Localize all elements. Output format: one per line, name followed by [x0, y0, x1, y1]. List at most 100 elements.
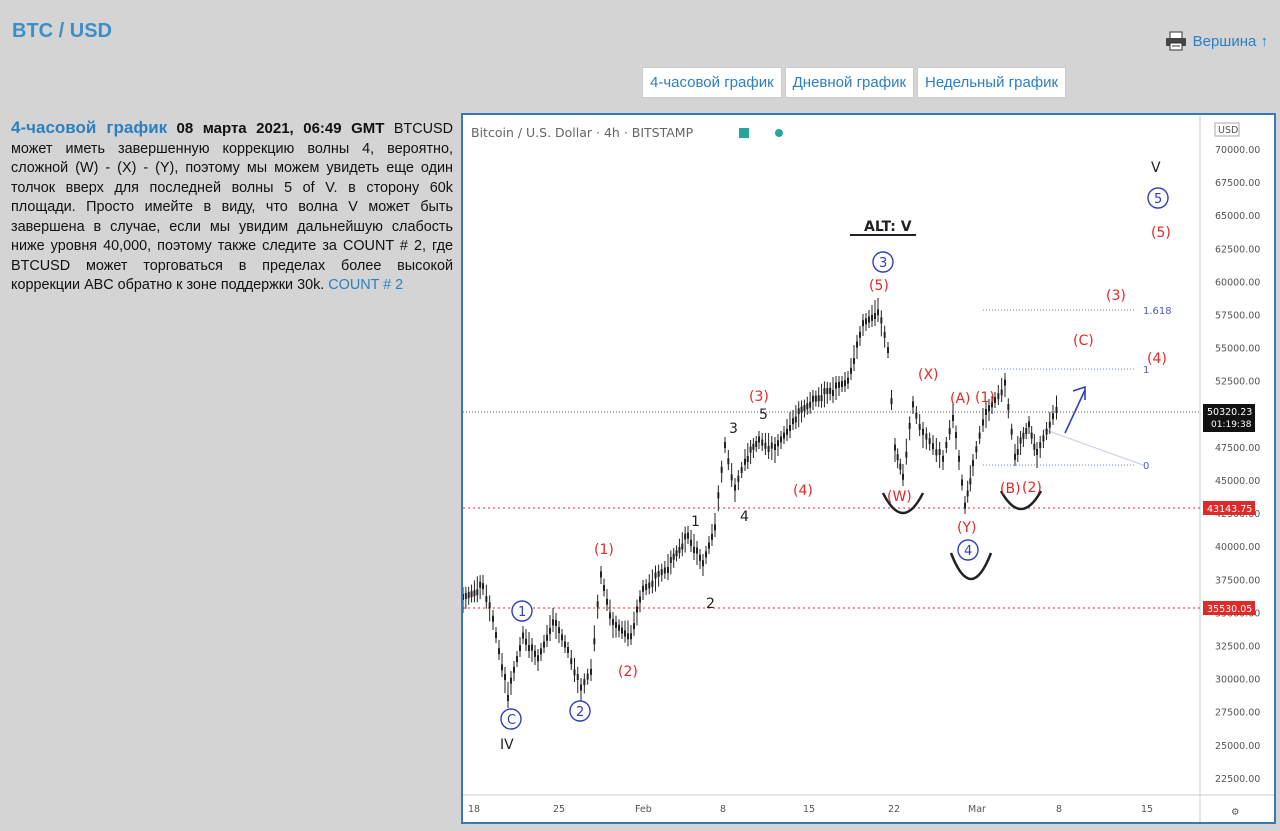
- candle-body: [693, 547, 695, 553]
- wave-4-circle: [957, 539, 979, 561]
- bowl-w: [881, 492, 925, 515]
- candle-body: [915, 412, 918, 419]
- candle-body: [720, 466, 723, 473]
- level-box-2: [1203, 601, 1255, 615]
- wave-A-red: (A): [950, 391, 971, 407]
- price-tick-label: 60000.00: [1215, 277, 1260, 288]
- candle-body: [978, 432, 981, 439]
- candle-body: [495, 632, 497, 638]
- candle-body: [699, 554, 701, 561]
- candle-body: [1019, 437, 1022, 444]
- candle-body: [767, 446, 770, 452]
- candle-body: [770, 442, 773, 449]
- candle-body: [982, 419, 984, 426]
- candle-body: [463, 594, 464, 600]
- price-chart[interactable]: 70000.00 67500.00 65000.00 62500.00 60000.00…: [461, 113, 1276, 824]
- candle-body: [1010, 428, 1013, 435]
- wave-2-red-right: (2): [1022, 480, 1042, 496]
- candle-body: [705, 551, 707, 558]
- candle-body: [1055, 406, 1058, 413]
- candle-body: [734, 484, 736, 491]
- candle-body: [467, 592, 470, 599]
- candle-body: [918, 423, 921, 430]
- candle-body: [540, 648, 542, 655]
- tab-daily[interactable]: Дневной график: [784, 67, 915, 98]
- tab-4h[interactable]: 4-часовой график: [642, 67, 782, 98]
- candle-body: [651, 580, 654, 587]
- candle-body: [485, 596, 488, 603]
- candle-body: [615, 621, 617, 628]
- candle-body: [952, 415, 954, 421]
- candle-body: [774, 444, 776, 450]
- candle-body: [966, 490, 969, 497]
- candle-body: [546, 634, 548, 641]
- candle-body: [498, 648, 500, 655]
- candle-body: [596, 601, 599, 608]
- candle-body: [507, 695, 509, 701]
- candle-body: [501, 664, 503, 671]
- candle-body: [1025, 428, 1028, 434]
- candle-body: [708, 542, 710, 549]
- candle-body: [809, 401, 812, 408]
- candle-body: [812, 395, 814, 402]
- wave-2-blk: 2: [706, 596, 715, 612]
- candle-body: [730, 474, 733, 481]
- candle-body: [580, 684, 582, 691]
- wave-C-circle-label: C: [507, 713, 516, 728]
- candle-body: [925, 433, 928, 440]
- chart-canvas: 70000.00 67500.00 65000.00 62500.00 60000.00…: [463, 115, 1274, 822]
- candle-body: [908, 422, 911, 429]
- candle-body: [492, 615, 494, 622]
- candle-body: [874, 313, 876, 319]
- candle-body: [883, 331, 886, 338]
- candle-body: [896, 454, 899, 461]
- candle-body: [675, 550, 678, 557]
- candle-body: [561, 634, 563, 641]
- candle-body: [859, 331, 861, 338]
- candle-body: [690, 539, 692, 546]
- wave-C-red: (C): [1073, 333, 1094, 349]
- candle-body: [531, 644, 533, 651]
- candle-body: [1022, 432, 1025, 439]
- candle-body: [639, 596, 641, 603]
- candle-body: [1028, 421, 1030, 428]
- wave-5-blk: 5: [759, 407, 768, 423]
- count-2-link[interactable]: COUNT # 2: [328, 277, 404, 293]
- analysis-text: 4-часовой график 08 марта 2021, 06:49 GM…: [11, 118, 453, 296]
- price-tick-label: 30000.00: [1215, 675, 1260, 686]
- candle-body: [1042, 435, 1045, 442]
- candle-body: [570, 658, 573, 665]
- candle-body: [549, 628, 551, 634]
- market-status-icon: [739, 128, 749, 138]
- top-link-label[interactable]: Вершина ↑: [1192, 32, 1268, 50]
- candle-body: [669, 557, 672, 564]
- level-label-1: 43143.75: [1207, 504, 1252, 515]
- candle-body: [583, 679, 586, 686]
- candle-body: [573, 669, 576, 676]
- time-tick-label: Mar: [968, 804, 986, 815]
- price-tick-label: 22500.00: [1215, 774, 1260, 785]
- candle-body: [633, 623, 635, 630]
- wave-4-blk: 4: [740, 509, 749, 525]
- candle-body: [764, 442, 767, 449]
- candle-body: [510, 677, 512, 684]
- top-link[interactable]: Вершина ↑: [1165, 30, 1268, 52]
- tab-weekly[interactable]: Недельный график: [917, 67, 1067, 98]
- candle-body: [681, 543, 684, 550]
- price-tick-label: 62500.00: [1215, 244, 1260, 255]
- candle-body: [558, 627, 560, 634]
- candle-body: [958, 455, 960, 462]
- wave-5-circle: [1147, 187, 1169, 209]
- candle-body: [817, 395, 820, 402]
- candle-body: [672, 553, 675, 560]
- candle-body: [630, 633, 632, 640]
- candle-body: [780, 436, 782, 443]
- candle-body: [844, 380, 846, 387]
- price-tick-label: 40000.00: [1215, 542, 1260, 553]
- article-heading-link[interactable]: 4-часовой график: [11, 118, 168, 137]
- candle-body: [964, 502, 966, 509]
- candle-body: [479, 581, 482, 588]
- candle-body: [835, 382, 837, 389]
- chart-header: Bitcoin / U.S. Dollar · 4h · BITSTAMP: [471, 125, 694, 140]
- candle-body: [687, 532, 689, 539]
